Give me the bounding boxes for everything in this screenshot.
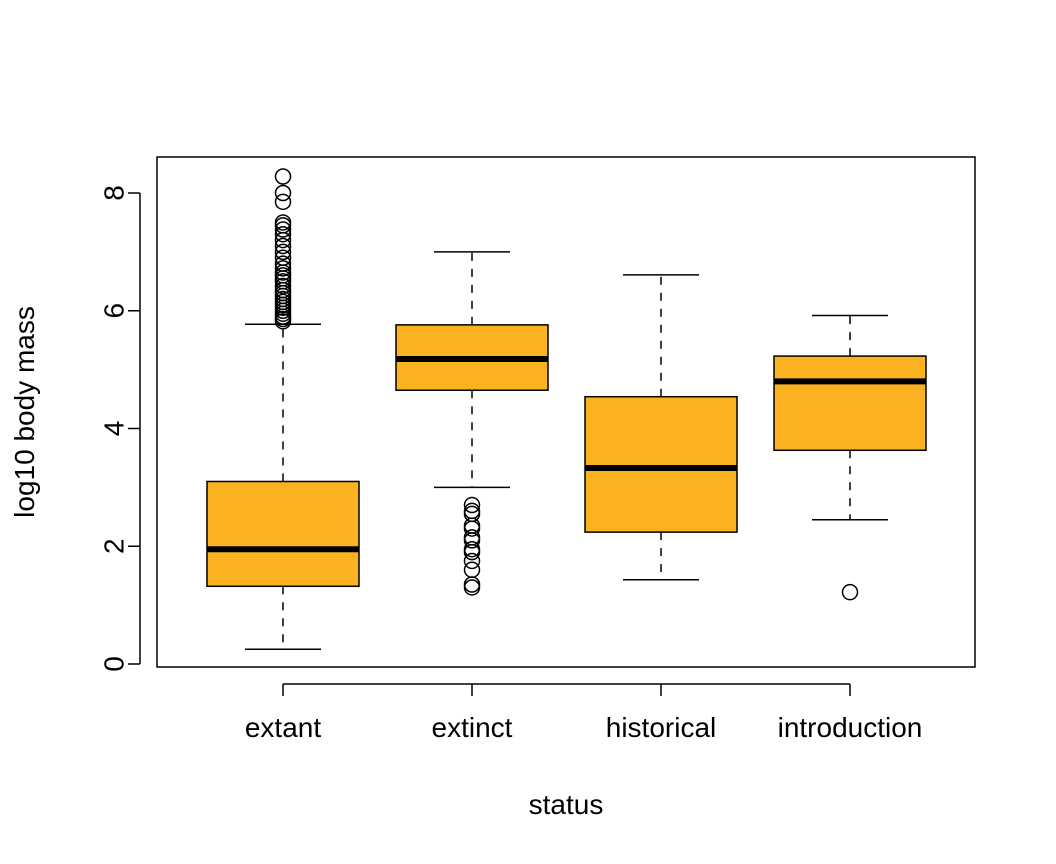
outlier-point (274, 277, 292, 295)
outlier-point (274, 237, 292, 255)
outlier-point (274, 184, 292, 202)
outlier-point (274, 255, 292, 272)
y-tick-label: 0 (98, 656, 129, 672)
outlier-point (274, 225, 292, 243)
outlier-point (463, 532, 481, 549)
outlier-point (463, 496, 481, 514)
y-axis-label: log10 body mass (9, 306, 40, 518)
outlier-point (841, 583, 859, 601)
outlier-point (463, 579, 481, 596)
iqr-box (206, 480, 360, 588)
outlier-point (463, 520, 481, 537)
y-tick-label: 2 (98, 538, 129, 554)
iqr-box (773, 355, 927, 452)
outlier-point (463, 552, 481, 570)
x-axis: extant extinct historical introduction (245, 683, 923, 743)
x-tick-label-introduction: introduction (778, 712, 923, 743)
boxes-group (206, 168, 927, 651)
x-tick-label-extant: extant (245, 712, 321, 743)
plot-frame (156, 156, 976, 668)
outlier-point (274, 193, 292, 211)
outlier-point (463, 543, 481, 561)
outlier-point (274, 243, 292, 261)
box-extant (206, 168, 360, 651)
outlier-point (274, 249, 292, 267)
outlier-point (274, 168, 292, 185)
outlier-point (274, 221, 292, 238)
outlier-point (463, 561, 481, 579)
x-tick-label-extinct: extinct (432, 712, 513, 743)
box-introduction (773, 314, 927, 601)
box-historical (584, 274, 738, 581)
x-tick-label-historical: historical (606, 712, 716, 743)
y-tick-label: 6 (98, 303, 129, 319)
outlier-point (274, 260, 292, 277)
y-tick-label: 4 (98, 421, 129, 437)
y-tick-label: 8 (98, 185, 129, 201)
y-axis: 0 2 4 6 8 (98, 185, 141, 672)
iqr-box (584, 395, 738, 533)
outlier-point (274, 214, 292, 231)
x-axis-label: status (529, 789, 604, 820)
box-extinct (395, 251, 549, 596)
